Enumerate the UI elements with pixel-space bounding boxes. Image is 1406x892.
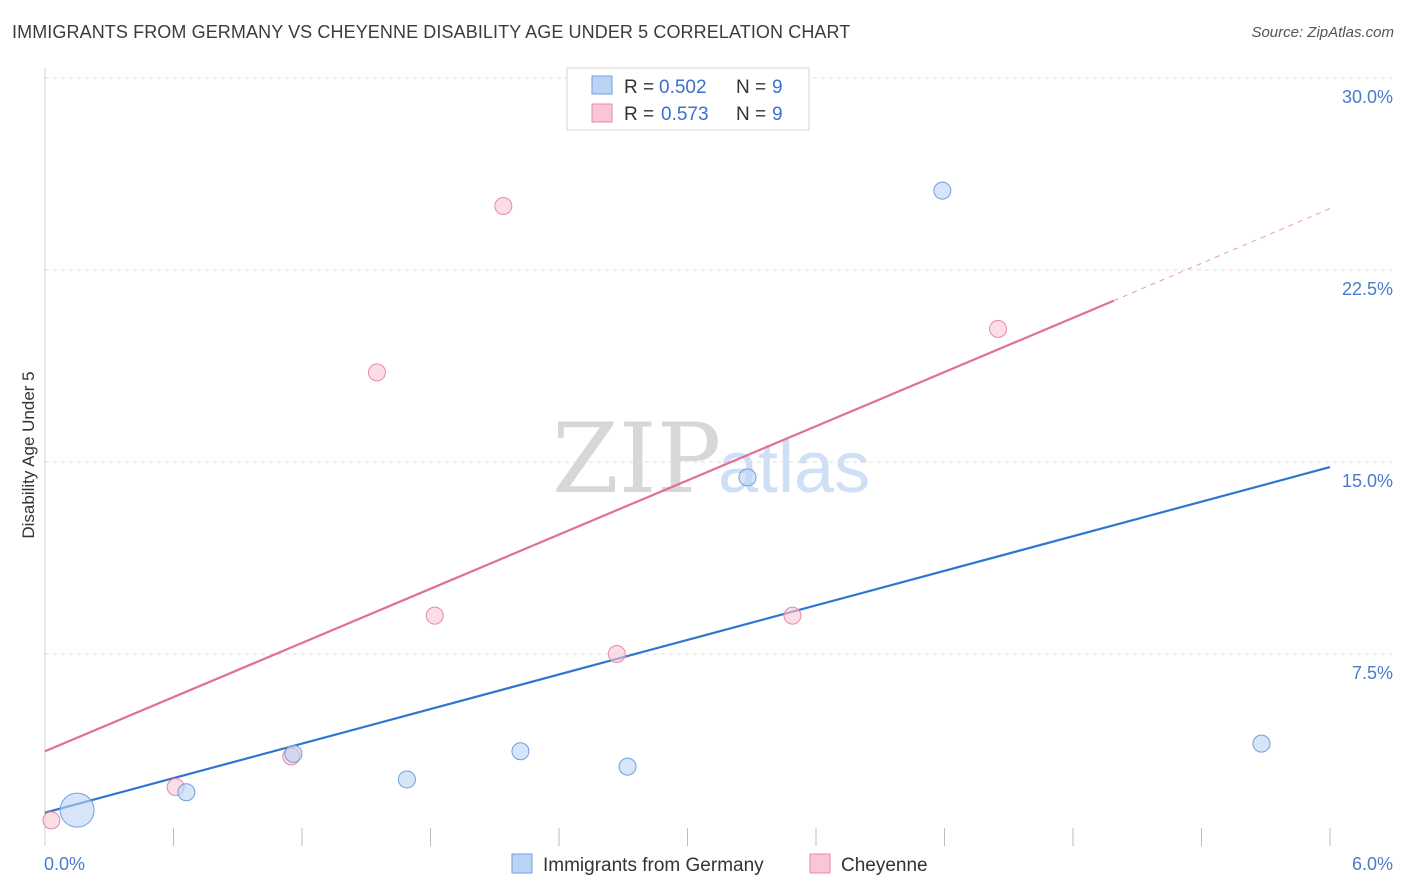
trend-line-extension-cheyenne bbox=[1113, 208, 1331, 302]
correlation-legend: R = 0.502 N = 9 R = 0.573 N = 9 bbox=[566, 67, 810, 131]
legend-r-value-cheyenne: 0.573 bbox=[661, 104, 709, 125]
point-cheyenne bbox=[42, 811, 61, 830]
y-tick-label: 22.5% bbox=[1342, 279, 1393, 299]
point-germany bbox=[397, 770, 416, 789]
point-germany bbox=[59, 792, 95, 828]
y-tick-label: 15.0% bbox=[1342, 471, 1393, 491]
point-germany bbox=[738, 468, 757, 487]
point-germany bbox=[177, 783, 196, 802]
trend-lines bbox=[44, 208, 1331, 814]
trend-line-cheyenne bbox=[44, 299, 1115, 753]
legend-swatch-germany bbox=[591, 75, 613, 95]
y-tick-label: 7.5% bbox=[1352, 663, 1393, 683]
point-cheyenne bbox=[425, 606, 444, 625]
legend-n-value-cheyenne: 9 bbox=[772, 104, 783, 125]
legend-label-germany: Immigrants from Germany bbox=[543, 855, 764, 876]
point-cheyenne bbox=[494, 197, 513, 215]
point-cheyenne bbox=[989, 319, 1008, 338]
point-germany bbox=[511, 742, 530, 761]
legend-n-label-germany: N = bbox=[736, 77, 766, 98]
point-cheyenne bbox=[367, 363, 386, 382]
y-tick-label: 30.0% bbox=[1342, 87, 1393, 107]
tick-labels: 7.5% 15.0% 22.5% 30.0% 0.0% 6.0% bbox=[44, 87, 1393, 874]
point-cheyenne bbox=[783, 606, 802, 625]
x-tick-label: 6.0% bbox=[1352, 854, 1393, 874]
legend-swatch-cheyenne bbox=[591, 103, 613, 123]
point-germany bbox=[933, 181, 952, 200]
source-label: Source: ZipAtlas.com bbox=[1251, 24, 1394, 41]
point-germany bbox=[618, 757, 637, 776]
point-germany bbox=[284, 744, 303, 763]
point-cheyenne bbox=[607, 645, 626, 663]
data-points bbox=[42, 181, 1271, 830]
watermark-atlas: atlas bbox=[718, 428, 870, 508]
series-legend: Immigrants from Germany Cheyenne bbox=[511, 853, 928, 876]
legend-n-value-germany: 9 bbox=[772, 77, 783, 98]
point-germany bbox=[1252, 734, 1271, 753]
gridlines bbox=[45, 77, 1392, 655]
legend-r-label-cheyenne: R = bbox=[624, 104, 654, 125]
trend-line-germany bbox=[44, 466, 1331, 814]
x-tick-label: 0.0% bbox=[44, 854, 85, 874]
legend-r-label-germany: R = bbox=[624, 77, 654, 98]
legend-n-label-cheyenne: N = bbox=[736, 104, 766, 125]
watermark-zip: ZIP bbox=[552, 403, 721, 515]
axes bbox=[44, 68, 1331, 846]
legend-swatch-germany-bottom bbox=[511, 853, 533, 874]
chart-title: IMMIGRANTS FROM GERMANY VS CHEYENNE DISA… bbox=[12, 22, 851, 42]
legend-swatch-cheyenne-bottom bbox=[809, 853, 831, 874]
legend-r-value-germany: 0.502 bbox=[659, 77, 707, 98]
y-axis-label: Disability Age Under 5 bbox=[19, 371, 38, 538]
legend-label-cheyenne: Cheyenne bbox=[841, 855, 928, 876]
